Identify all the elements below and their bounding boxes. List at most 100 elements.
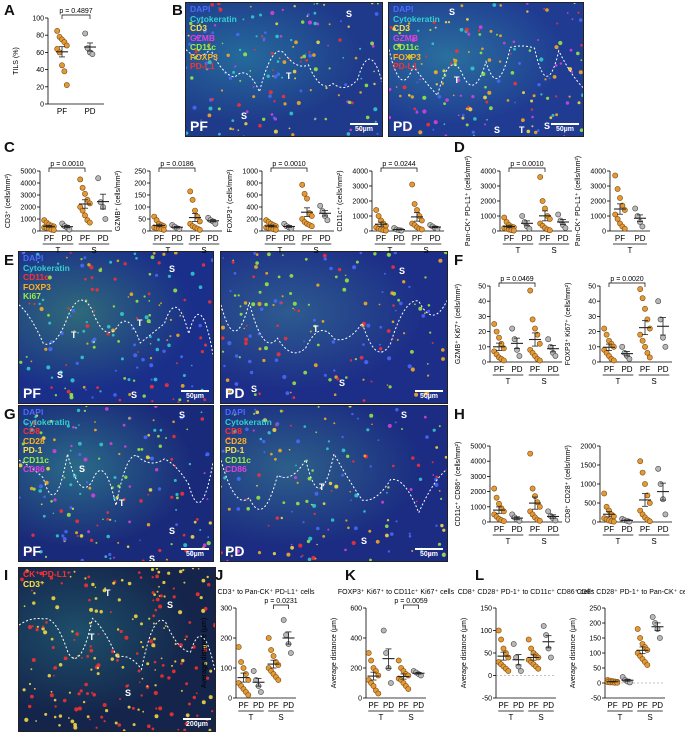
stained-cell bbox=[363, 510, 366, 513]
stained-cell bbox=[155, 574, 160, 579]
stained-cell bbox=[299, 60, 302, 63]
stained-cell bbox=[111, 333, 115, 337]
stained-cell bbox=[346, 454, 350, 458]
x-category-label: PF bbox=[412, 234, 422, 243]
stained-cell bbox=[264, 282, 269, 287]
stained-cell bbox=[46, 466, 50, 471]
x-category-label: PF bbox=[238, 701, 248, 710]
stained-cell bbox=[61, 534, 65, 538]
stained-cell bbox=[51, 646, 55, 649]
y-tick-label: 150 bbox=[480, 606, 492, 613]
stained-cell bbox=[190, 271, 195, 276]
x-category-label: PF bbox=[368, 701, 378, 710]
stained-cell bbox=[232, 70, 236, 74]
stained-cell bbox=[139, 499, 143, 503]
stained-cell bbox=[203, 29, 207, 33]
stained-cell bbox=[537, 39, 540, 41]
stained-cell bbox=[341, 473, 345, 477]
y-tick-label: 300 bbox=[220, 606, 232, 613]
data-point bbox=[621, 225, 628, 232]
stained-cell bbox=[138, 571, 141, 574]
stained-cell bbox=[539, 57, 544, 62]
stained-cell bbox=[79, 492, 82, 495]
stained-cell bbox=[80, 258, 83, 261]
stained-cell bbox=[233, 66, 236, 69]
stained-cell bbox=[41, 298, 45, 302]
stained-cell bbox=[444, 21, 448, 24]
y-tick-label: 400 bbox=[350, 636, 362, 643]
stained-cell bbox=[418, 477, 423, 481]
stained-cell bbox=[195, 518, 199, 521]
stained-cell bbox=[327, 44, 329, 47]
y-tick-label: 4000 bbox=[352, 169, 368, 176]
stained-cell bbox=[428, 552, 432, 556]
stained-cell bbox=[133, 353, 138, 358]
stain-legend-item: GZMB bbox=[190, 32, 216, 43]
stained-cell bbox=[499, 4, 502, 7]
stained-cell bbox=[351, 540, 356, 546]
stain-legend: DAPI Cytokeratin CD8 CD28 PD-1 CD11c CD86 bbox=[23, 407, 70, 475]
stained-cell bbox=[64, 387, 67, 390]
stained-cell bbox=[90, 287, 94, 291]
stained-cell bbox=[471, 130, 475, 134]
data-point bbox=[526, 225, 533, 232]
significance-bracket bbox=[61, 14, 91, 19]
stained-cell bbox=[149, 384, 154, 389]
data-point bbox=[375, 690, 382, 697]
stained-cell bbox=[156, 590, 159, 593]
stained-cell bbox=[145, 455, 150, 460]
data-point bbox=[634, 626, 641, 632]
stained-cell bbox=[126, 545, 130, 548]
stained-cell bbox=[445, 98, 449, 102]
stain-legend: CK⁺ PD-L1⁺ CD3⁺ bbox=[23, 569, 72, 589]
x-category-label: PD bbox=[652, 701, 663, 710]
stained-cell bbox=[151, 591, 155, 595]
x-group-label: T bbox=[506, 537, 511, 546]
stained-cell bbox=[180, 491, 185, 496]
stained-cell bbox=[124, 445, 127, 448]
stained-cell bbox=[330, 489, 333, 492]
x-category-label: PF bbox=[637, 701, 647, 710]
stained-cell bbox=[40, 580, 43, 583]
region-tag: S bbox=[339, 378, 346, 388]
data-point bbox=[493, 494, 500, 501]
data-point bbox=[532, 325, 538, 332]
cell-stain-overlay bbox=[19, 406, 213, 561]
stained-cell bbox=[189, 549, 194, 554]
y-tick-label: 50 bbox=[588, 284, 596, 291]
data-point bbox=[388, 680, 394, 686]
stained-cell bbox=[264, 346, 268, 351]
stained-cell bbox=[290, 543, 293, 546]
region-tag: S bbox=[241, 111, 248, 121]
stained-cell bbox=[255, 261, 259, 265]
stain-legend-item: DAPI bbox=[393, 4, 414, 14]
stain-legend-item: FOXP3 bbox=[190, 51, 218, 62]
stained-cell bbox=[548, 77, 551, 80]
stain-legend-item: CK⁺ PD-L1⁺ bbox=[23, 569, 72, 579]
stained-cell bbox=[441, 552, 446, 557]
data-point bbox=[89, 51, 96, 58]
p-value-label: p = 0.0010 bbox=[510, 161, 543, 168]
stained-cell bbox=[313, 324, 317, 328]
stained-cell bbox=[165, 558, 168, 561]
cell-stain-overlay bbox=[221, 406, 447, 561]
stained-cell bbox=[432, 128, 435, 131]
stained-cell bbox=[120, 357, 124, 361]
stained-cell bbox=[453, 58, 455, 61]
x-category-label: PF bbox=[498, 701, 508, 710]
p-value-label: p = 0.0010 bbox=[50, 161, 83, 168]
y-tick-label: 20 bbox=[36, 84, 44, 91]
stained-cell bbox=[50, 637, 54, 641]
stained-cell bbox=[66, 512, 71, 517]
condition-label: PD bbox=[225, 385, 245, 401]
region-tag: S bbox=[401, 410, 408, 420]
stained-cell bbox=[160, 302, 162, 305]
stained-cell bbox=[152, 622, 155, 625]
y-tick-label: 0 bbox=[358, 696, 362, 703]
stained-cell bbox=[431, 42, 435, 45]
stained-cell bbox=[312, 503, 317, 508]
data-point bbox=[308, 213, 315, 219]
stained-cell bbox=[437, 95, 442, 99]
stained-cell bbox=[132, 723, 136, 727]
data-point bbox=[86, 219, 93, 226]
